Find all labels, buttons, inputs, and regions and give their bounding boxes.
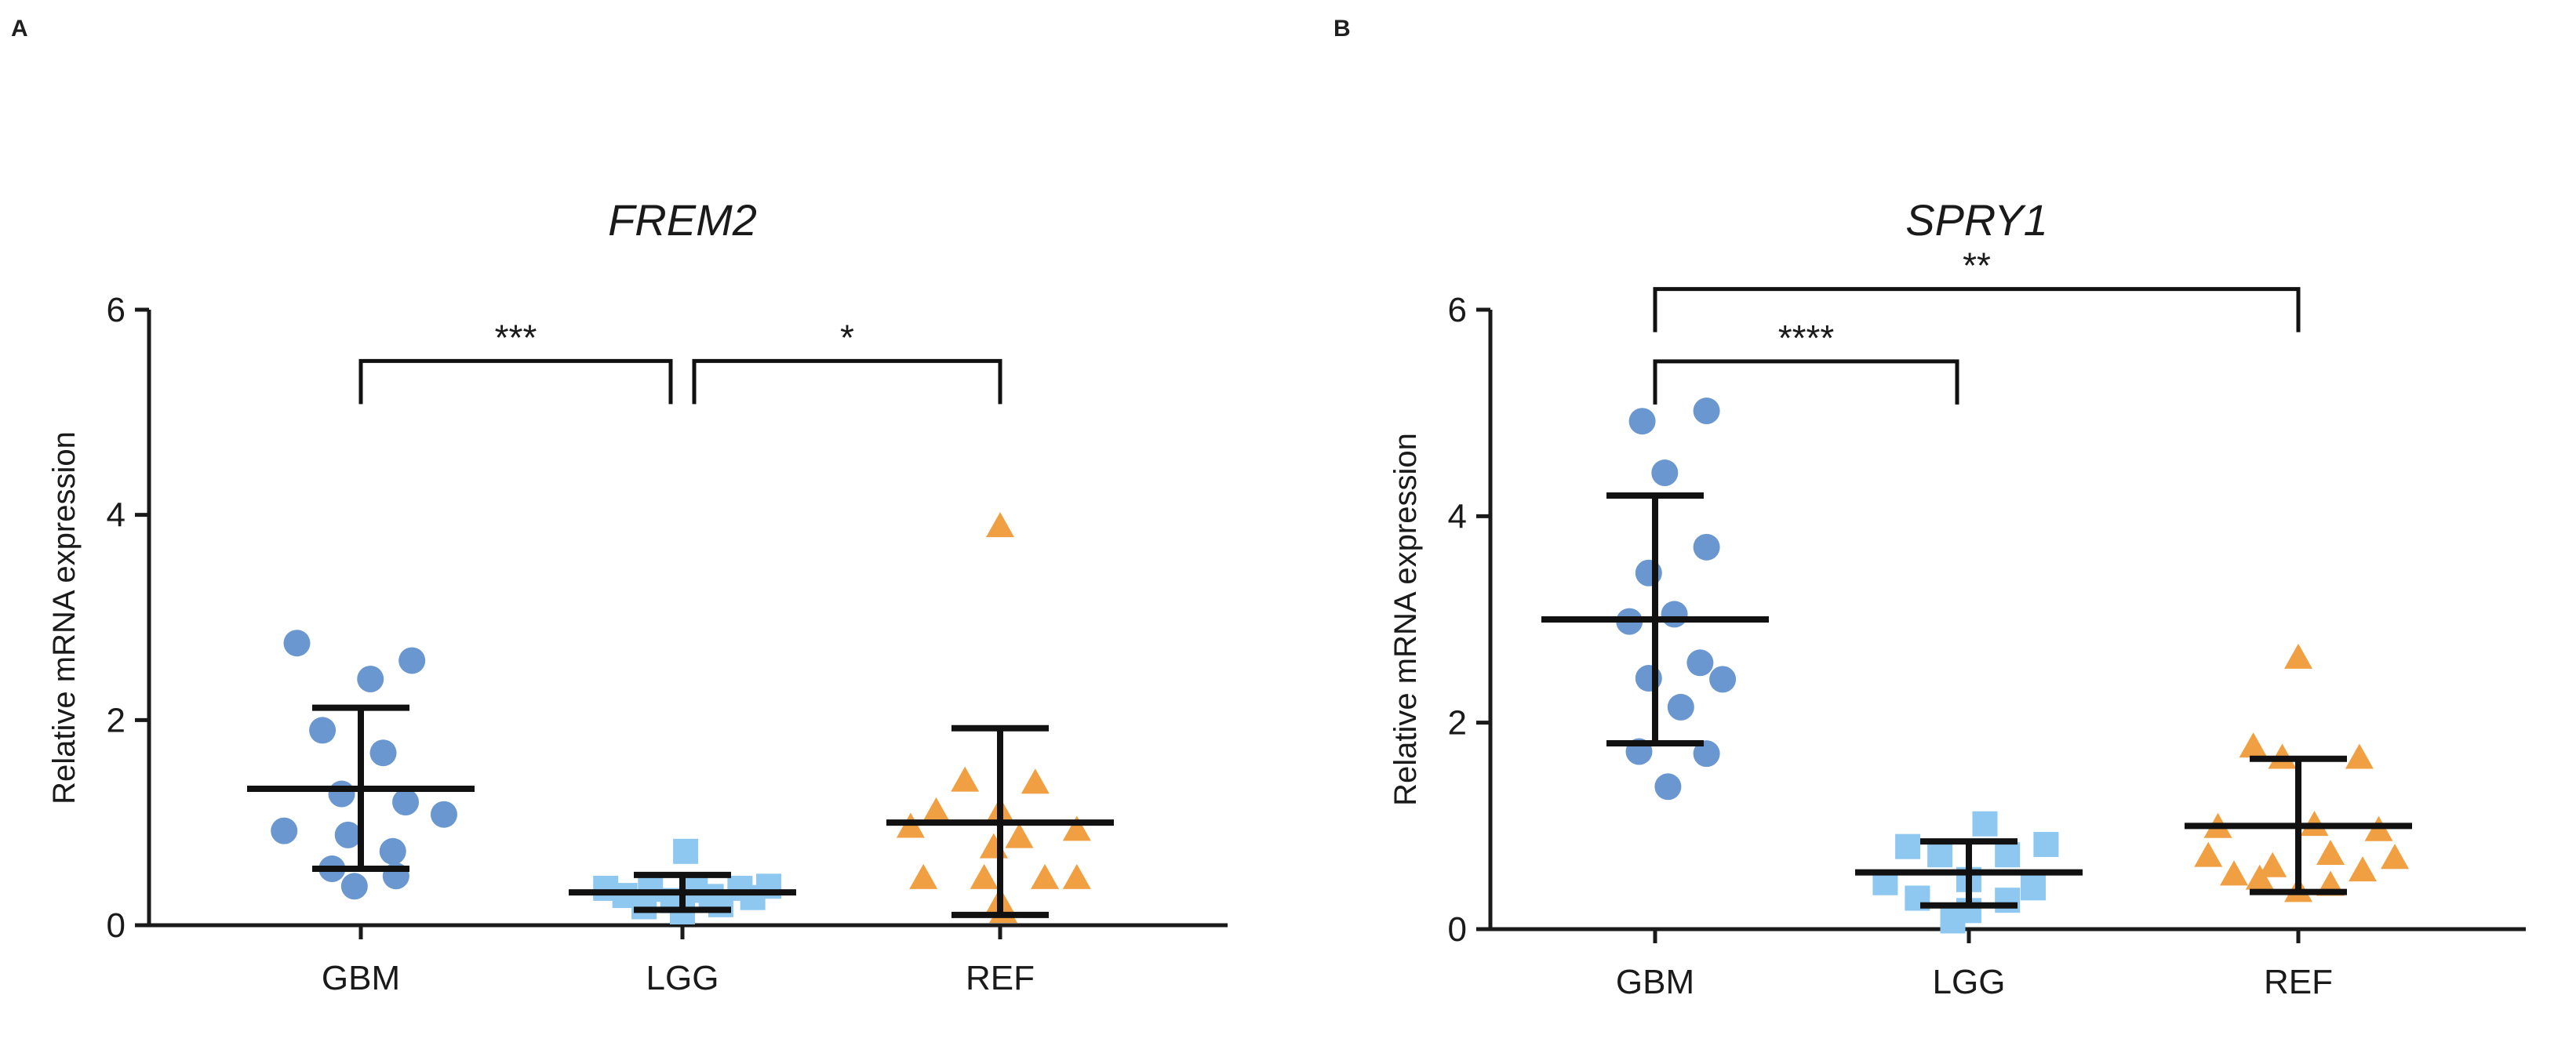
- chart-a: FREM2 Relative mRNA expression 0 2 4 6 GBM LGG R…: [47, 195, 1228, 997]
- data-point-lgg: [740, 884, 766, 910]
- data-point-gbm: [1693, 398, 1720, 425]
- x-tick-label-gbm: GBM: [1616, 963, 1694, 1001]
- data-point-lgg: [1972, 811, 1998, 837]
- data-point-ref: [2194, 841, 2223, 867]
- data-point-ref: [986, 512, 1014, 538]
- data-point-gbm: [369, 739, 397, 767]
- data-point-ref: [1062, 863, 1091, 889]
- data-point-ref: [909, 863, 938, 889]
- x-tick-label-lgg: LGG: [1933, 963, 2006, 1001]
- data-point-lgg: [708, 892, 733, 917]
- x-tick-label-lgg: LGG: [646, 959, 719, 997]
- data-point-gbm: [328, 780, 355, 808]
- data-point-lgg: [1895, 833, 1921, 859]
- y-axis-label: Relative mRNA expression: [1388, 433, 1423, 806]
- y-tick-label: 6: [1448, 291, 1467, 329]
- data-point-ref: [2381, 844, 2409, 870]
- data-point-ref: [2284, 643, 2312, 669]
- data-point-gbm: [309, 717, 337, 744]
- data-point-ref: [2258, 852, 2287, 877]
- data-point-gbm: [283, 630, 311, 657]
- data-point-ref: [1005, 823, 1034, 848]
- y-tick-label: 2: [1448, 704, 1467, 743]
- data-point-gbm: [1628, 408, 1656, 435]
- data-point-ref: [922, 797, 951, 823]
- chart-title: FREM2: [608, 195, 757, 245]
- panel-letter-b: B: [1333, 16, 1351, 42]
- data-point-gbm: [1693, 533, 1720, 561]
- data-point-gbm: [334, 821, 362, 848]
- data-point-gbm: [1661, 601, 1688, 628]
- data-point-ref: [2316, 840, 2345, 865]
- data-point-gbm: [1693, 740, 1720, 768]
- y-tick-label: 2: [107, 701, 126, 739]
- significance-label: **: [1963, 245, 1991, 286]
- significance-bracket: [1653, 287, 2301, 332]
- data-point-ref: [2239, 732, 2268, 758]
- data-point-gbm: [1667, 693, 1694, 721]
- data-point-ref: [2245, 864, 2274, 890]
- significance-label: ****: [1778, 318, 1835, 358]
- data-point-gbm: [1651, 459, 1679, 487]
- significance-label: ***: [495, 317, 537, 358]
- significance-label: *: [840, 317, 854, 358]
- data-point-ref: [2220, 860, 2248, 886]
- y-tick-label: 0: [1448, 910, 1467, 949]
- data-point-ref: [979, 833, 1008, 859]
- data-point-gbm: [1686, 649, 1714, 677]
- data-point-gbm: [392, 789, 420, 815]
- data-point-gbm: [398, 647, 426, 674]
- panel-letter-a: A: [11, 16, 28, 42]
- data-point-lgg: [1940, 908, 1966, 934]
- significance-bracket: [358, 358, 673, 405]
- chart-title: SPRY1: [1905, 195, 2048, 245]
- y-tick-label: 4: [107, 496, 126, 535]
- data-point-gbm: [357, 666, 384, 692]
- data-point-gbm: [1709, 666, 1737, 693]
- data-point-lgg: [1995, 842, 2021, 868]
- data-point-ref: [1021, 768, 1050, 794]
- y-tick-label: 0: [107, 906, 126, 945]
- y-tick-label: 6: [107, 291, 126, 329]
- data-point-gbm: [430, 801, 457, 828]
- data-point-lgg: [2021, 875, 2046, 901]
- data-point-lgg: [1927, 842, 1953, 868]
- data-point-gbm: [340, 873, 368, 900]
- data-point-ref: [970, 863, 999, 889]
- data-point-ref: [2349, 856, 2377, 882]
- data-point-gbm: [1654, 773, 1682, 801]
- x-tick-label-ref: REF: [966, 959, 1035, 997]
- data-point-lgg: [1995, 888, 2021, 913]
- data-point-ref: [1062, 815, 1091, 841]
- chart-b: SPRY1 Relative mRNA expression 0 2 4 6 GBM LGG R…: [1388, 195, 2526, 1001]
- y-axis-label: Relative mRNA expression: [47, 431, 82, 804]
- data-point-ref: [1031, 863, 1060, 889]
- significance-bracket: [692, 358, 1002, 405]
- data-point-lgg: [2033, 832, 2059, 858]
- x-tick-label-ref: REF: [2264, 963, 2333, 1001]
- data-point-gbm: [379, 837, 406, 865]
- data-point-gbm: [271, 817, 298, 844]
- data-point-lgg: [673, 838, 699, 864]
- significance-bracket: [1653, 359, 1959, 405]
- data-point-ref: [951, 766, 980, 792]
- data-point-ref: [2345, 743, 2374, 769]
- x-tick-label-gbm: GBM: [322, 959, 400, 997]
- y-tick-label: 4: [1448, 497, 1467, 536]
